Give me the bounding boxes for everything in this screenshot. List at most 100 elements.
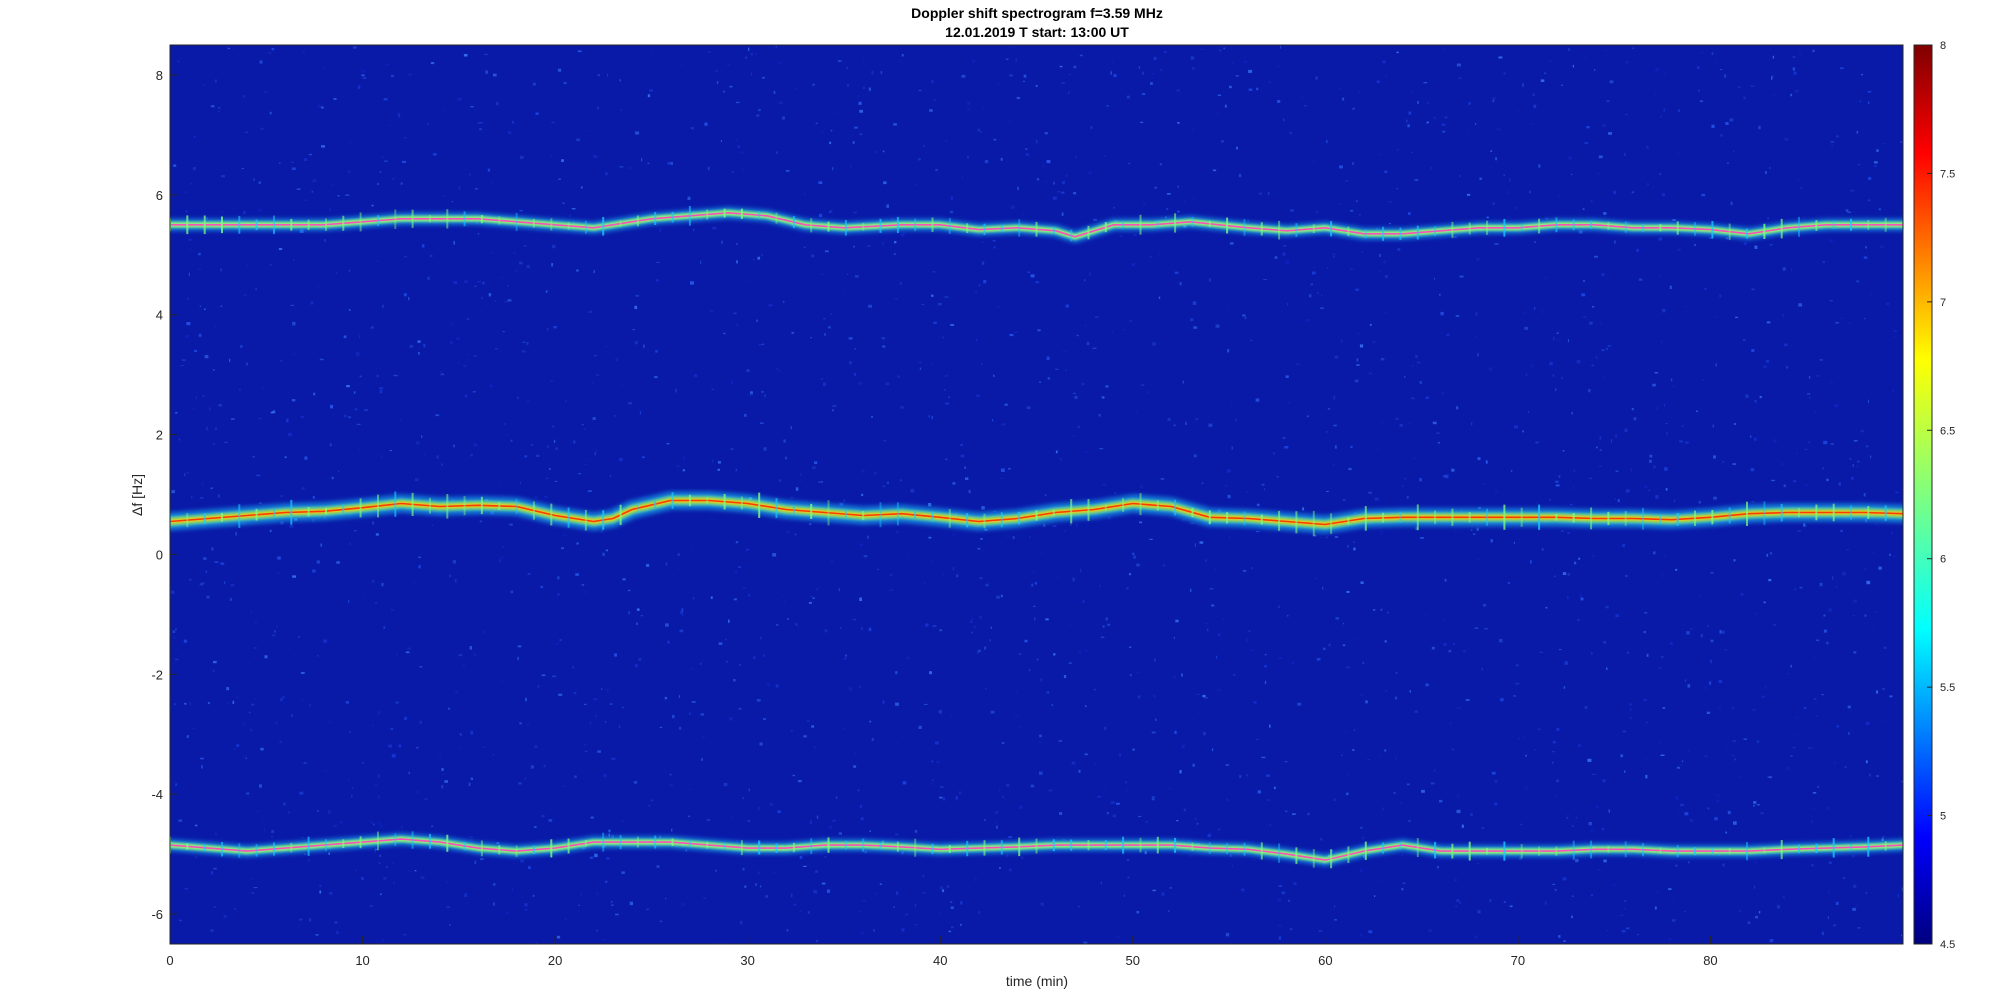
- noise-speckle: [1552, 374, 1555, 377]
- trace-speckle: [602, 217, 605, 236]
- noise-speckle: [1782, 267, 1786, 271]
- noise-speckle: [1765, 171, 1767, 174]
- noise-speckle: [320, 543, 323, 547]
- trace-speckle: [1382, 842, 1385, 854]
- noise-speckle: [317, 104, 321, 108]
- trace-speckle: [983, 840, 986, 856]
- noise-speckle: [701, 735, 705, 738]
- noise-speckle: [204, 355, 209, 359]
- noise-speckle: [1246, 638, 1248, 642]
- noise-speckle: [1797, 179, 1800, 181]
- noise-speckle: [659, 726, 663, 728]
- noise-speckle: [378, 862, 381, 864]
- noise-speckle: [563, 81, 567, 85]
- noise-speckle: [1192, 763, 1195, 767]
- noise-speckle: [1006, 784, 1010, 787]
- noise-speckle: [1009, 333, 1014, 337]
- trace-speckle: [1676, 513, 1679, 526]
- noise-speckle: [594, 452, 596, 456]
- noise-speckle: [464, 280, 468, 284]
- noise-speckle: [1489, 367, 1493, 371]
- noise-speckle: [362, 77, 367, 79]
- noise-speckle: [527, 573, 531, 575]
- noise-speckle: [1231, 404, 1233, 406]
- noise-speckle: [958, 791, 962, 795]
- noise-speckle: [1652, 186, 1655, 189]
- noise-speckle: [1644, 758, 1647, 761]
- noise-speckle: [1587, 758, 1592, 762]
- noise-speckle: [522, 341, 526, 343]
- noise-speckle: [428, 930, 433, 932]
- noise-speckle: [417, 790, 419, 794]
- trace-speckle: [1416, 504, 1419, 531]
- noise-speckle: [1196, 822, 1199, 825]
- noise-speckle: [390, 75, 394, 78]
- noise-speckle: [984, 159, 989, 164]
- noise-speckle: [1631, 407, 1634, 411]
- x-tick-label: 20: [548, 953, 562, 968]
- noise-speckle: [961, 74, 966, 78]
- noise-speckle: [701, 758, 703, 761]
- noise-speckle: [1053, 181, 1055, 185]
- noise-speckle: [1662, 308, 1666, 313]
- noise-speckle: [369, 904, 374, 908]
- noise-speckle: [512, 887, 514, 891]
- noise-speckle: [371, 204, 374, 207]
- noise-speckle: [1401, 888, 1404, 891]
- trace-speckle: [1156, 500, 1159, 511]
- noise-speckle: [1269, 724, 1271, 728]
- noise-speckle: [1346, 591, 1350, 593]
- noise-speckle: [748, 788, 750, 792]
- noise-speckle: [608, 833, 610, 837]
- trace-speckle: [186, 215, 189, 235]
- noise-speckle: [187, 297, 189, 300]
- noise-speckle: [1455, 315, 1460, 317]
- noise-speckle: [1606, 929, 1608, 932]
- noise-speckle: [328, 810, 331, 814]
- noise-speckle: [1328, 643, 1331, 647]
- noise-speckle: [1093, 218, 1097, 221]
- noise-speckle: [1408, 111, 1412, 115]
- noise-speckle: [1430, 166, 1433, 170]
- noise-speckle: [240, 345, 243, 348]
- noise-speckle: [1558, 935, 1561, 938]
- noise-speckle: [217, 110, 221, 112]
- noise-speckle: [252, 367, 254, 369]
- noise-speckle: [730, 380, 734, 385]
- trace-speckle: [1139, 214, 1142, 235]
- trace-speckle: [1624, 221, 1627, 233]
- trace-speckle: [1884, 841, 1887, 851]
- trace-speckle: [480, 215, 483, 224]
- noise-speckle: [385, 63, 389, 66]
- noise-speckle: [1231, 864, 1233, 868]
- noise-speckle: [1039, 771, 1043, 775]
- noise-speckle: [1210, 370, 1214, 372]
- noise-speckle: [333, 825, 337, 827]
- noise-speckle: [733, 598, 737, 601]
- noise-speckle: [1714, 772, 1716, 774]
- noise-speckle: [1021, 856, 1024, 859]
- noise-speckle: [1688, 749, 1690, 753]
- noise-speckle: [907, 656, 910, 660]
- noise-speckle: [1596, 446, 1598, 449]
- noise-speckle: [1494, 243, 1499, 245]
- trace-speckle: [238, 843, 241, 858]
- noise-speckle: [1514, 431, 1516, 434]
- trace-speckle: [1815, 843, 1818, 854]
- noise-speckle: [1221, 140, 1224, 143]
- noise-speckle: [1792, 746, 1796, 749]
- trace-speckle: [273, 509, 275, 518]
- noise-speckle: [676, 465, 680, 468]
- trace-speckle: [359, 836, 362, 849]
- noise-speckle: [640, 615, 644, 617]
- trace-speckle: [1694, 847, 1696, 855]
- noise-speckle: [858, 101, 862, 105]
- noise-speckle: [1106, 811, 1109, 815]
- noise-speckle: [1840, 67, 1844, 70]
- noise-speckle: [585, 129, 589, 132]
- noise-speckle: [458, 186, 461, 190]
- noise-speckle: [512, 120, 514, 124]
- noise-speckle: [381, 582, 384, 587]
- noise-speckle: [1649, 454, 1653, 458]
- noise-speckle: [1566, 814, 1570, 817]
